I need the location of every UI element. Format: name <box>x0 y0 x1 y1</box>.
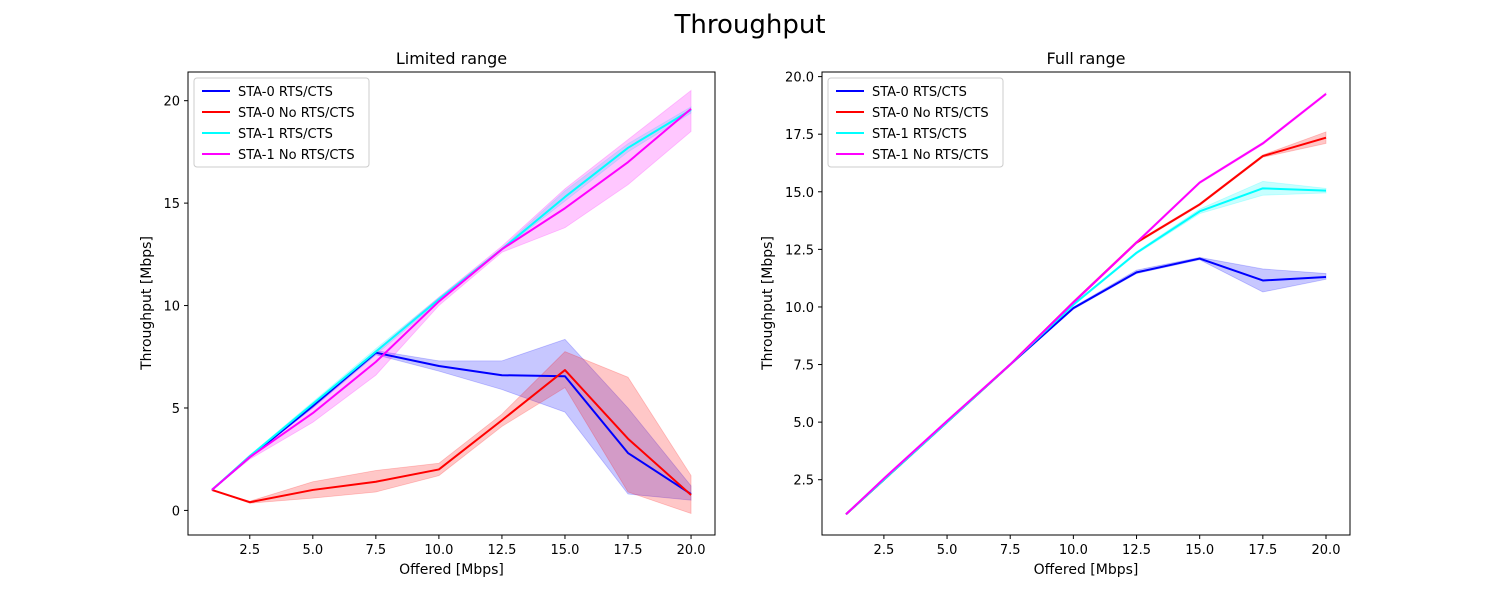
series-line-0 <box>845 257 1327 516</box>
legend-label: STA-1 No RTS/CTS <box>872 148 989 163</box>
x-tick-label: 12.5 <box>1122 543 1151 558</box>
x-tick-label: 5.0 <box>937 543 958 558</box>
axes-frame <box>821 71 1351 536</box>
x-tick-label: 5.0 <box>302 543 323 558</box>
x-tick-label: 17.5 <box>1248 543 1277 558</box>
x-tick-label: 7.5 <box>366 543 387 558</box>
y-tick-label: 20.0 <box>785 71 814 86</box>
y-tick-label: 20 <box>163 95 180 110</box>
x-axis-label: Offered [Mbps] <box>399 562 504 578</box>
series-band-2 <box>845 181 1327 515</box>
series-band-0 <box>845 257 1327 515</box>
legend: STA-0 RTS/CTS STA-0 No RTS/CTS STA-1 RTS/C… <box>193 77 370 168</box>
chart-limited-range: Limited range Offered [Mbps] Throughput … <box>139 49 716 578</box>
x-axis-label: Offered [Mbps] <box>1034 562 1139 578</box>
y-tick-label: 5 <box>172 402 180 417</box>
y-tick-label: 17.5 <box>785 128 814 143</box>
series-line-0 <box>211 351 692 495</box>
legend-label: STA-0 No RTS/CTS <box>872 106 989 121</box>
figure-title: Throughput <box>673 10 825 40</box>
series-line-2 <box>211 109 692 491</box>
y-tick-label: 5.0 <box>793 416 814 431</box>
y-tick-label: 7.5 <box>793 359 814 374</box>
legend-frame <box>827 77 1004 168</box>
x-tick-label: 2.5 <box>239 543 260 558</box>
legend-label: STA-0 RTS/CTS <box>872 85 967 100</box>
series-line-1 <box>211 369 692 504</box>
series-line-3 <box>211 108 692 491</box>
legend-label: STA-1 RTS/CTS <box>872 127 967 142</box>
x-tick-label: 10.0 <box>424 543 453 558</box>
y-axis-label: Throughput [Mbps] <box>139 236 155 371</box>
x-tick-label: 15.0 <box>1185 543 1214 558</box>
legend-label: STA-0 No RTS/CTS <box>238 106 355 121</box>
x-tick-label: 17.5 <box>614 543 643 558</box>
x-tick-label: 10.0 <box>1059 543 1088 558</box>
x-tick-label: 12.5 <box>487 543 516 558</box>
legend-label: STA-1 No RTS/CTS <box>238 148 355 163</box>
series-line-2 <box>845 187 1327 516</box>
x-tick-label: 7.5 <box>1000 543 1021 558</box>
y-axis-label: Throughput [Mbps] <box>760 236 776 371</box>
x-tick-label: 20.0 <box>1312 543 1341 558</box>
x-tick-label: 2.5 <box>874 543 895 558</box>
axes-title: Limited range <box>396 49 507 68</box>
series-line-3 <box>845 93 1327 515</box>
legend-label: STA-1 RTS/CTS <box>238 127 333 142</box>
legend-frame <box>193 77 370 168</box>
chart-full-range: Full range Offered [Mbps] Throughput [Mb… <box>760 49 1351 578</box>
axes-title: Full range <box>1047 49 1126 68</box>
axes-frame <box>187 71 716 536</box>
y-tick-label: 0 <box>172 504 180 519</box>
y-tick-label: 2.5 <box>793 474 814 489</box>
y-tick-label: 10 <box>163 300 180 315</box>
legend-label: STA-0 RTS/CTS <box>238 85 333 100</box>
y-tick-label: 10.0 <box>785 301 814 316</box>
y-tick-label: 12.5 <box>785 243 814 258</box>
x-tick-label: 20.0 <box>677 543 706 558</box>
y-tick-label: 15 <box>163 197 180 212</box>
legend: STA-0 RTS/CTS STA-0 No RTS/CTS STA-1 RTS/C… <box>827 77 1004 168</box>
x-tick-label: 15.0 <box>550 543 579 558</box>
y-tick-label: 15.0 <box>785 186 814 201</box>
